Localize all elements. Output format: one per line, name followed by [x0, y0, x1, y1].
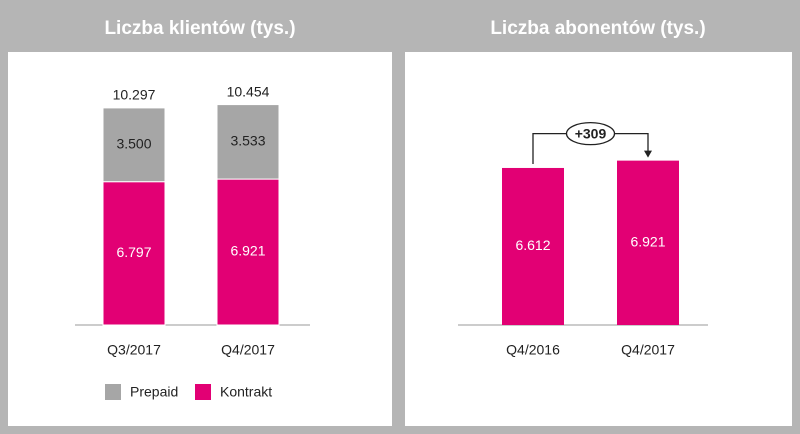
bar-segment	[102, 181, 166, 326]
value-label: 6.797	[116, 244, 151, 260]
x-tick-label: Q4/2017	[221, 342, 275, 358]
total-label: 10.454	[227, 83, 270, 99]
value-label: 6.921	[230, 243, 265, 259]
legend-label: Prepaid	[130, 384, 178, 400]
value-label: 3.500	[116, 136, 151, 152]
chart-title: Liczba klientów (tys.)	[104, 18, 295, 39]
value-label: 3.533	[230, 133, 265, 149]
x-tick-label: Q4/2017	[621, 342, 675, 358]
legend-swatch	[195, 384, 211, 400]
x-tick-label: Q3/2017	[107, 342, 161, 358]
panel	[405, 52, 792, 426]
bar-segment	[102, 107, 166, 183]
panel	[8, 52, 392, 426]
value-label: 6.612	[515, 237, 550, 253]
bar	[502, 167, 564, 325]
total-label: 10.297	[113, 87, 156, 103]
annotation-arrow	[644, 150, 652, 158]
annotation: +309	[575, 125, 607, 141]
legend-label: Kontrakt	[220, 384, 272, 400]
value-label: 6.921	[630, 234, 665, 250]
annotation-oval	[565, 121, 616, 146]
chart-title: Liczba abonentów (tys.)	[490, 18, 705, 39]
x-tick-label: Q4/2016	[506, 342, 560, 358]
legend-swatch	[105, 384, 121, 400]
bar-segment	[216, 104, 280, 180]
bar	[617, 160, 679, 325]
